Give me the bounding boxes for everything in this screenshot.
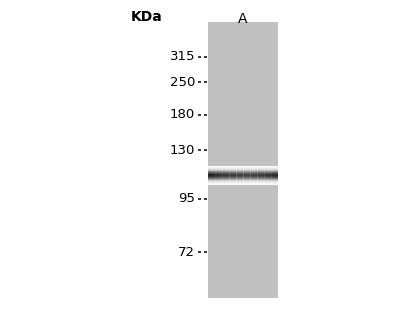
Bar [208,166,212,184]
Bar [274,166,278,184]
Bar [208,22,278,298]
Bar [208,181,278,182]
Bar [208,168,278,169]
Bar [218,166,222,184]
Bar [208,171,278,172]
Bar [208,183,278,184]
Bar [208,177,278,178]
Bar [208,183,278,184]
Bar [271,166,275,184]
Bar [208,175,278,176]
Bar [208,167,278,168]
Bar [208,180,278,181]
Bar [208,179,278,180]
Bar [208,169,278,170]
Bar [208,174,278,175]
Bar [208,180,278,181]
Bar [208,175,278,176]
Bar [268,166,272,184]
Bar [208,181,278,182]
Bar [208,178,278,179]
Bar [208,173,278,174]
Bar [208,178,278,179]
Text: 180: 180 [170,109,195,121]
Bar [215,166,219,184]
Bar [208,166,278,167]
Bar [260,166,264,184]
Text: KDa: KDa [130,10,162,24]
Bar [246,166,250,184]
Bar [257,166,261,184]
Bar [254,166,258,184]
Bar [208,172,278,173]
Bar [208,170,278,171]
Text: 72: 72 [178,246,195,259]
Bar [208,170,278,171]
Bar [229,166,233,184]
Text: 315: 315 [170,51,195,64]
Bar [208,176,278,177]
Bar [208,173,278,174]
Bar [250,166,254,184]
Text: 130: 130 [170,144,195,157]
Bar [208,168,278,169]
Bar [208,174,278,175]
Bar [208,176,278,177]
Bar [236,166,240,184]
Bar [208,167,278,168]
Bar [208,174,278,175]
Bar [208,170,278,172]
Bar [208,182,278,183]
Bar [232,166,236,184]
Bar [243,166,247,184]
Bar [208,171,278,172]
Text: 250: 250 [170,76,195,89]
Bar [212,166,216,184]
Bar [226,166,230,184]
Bar [240,166,244,184]
Text: 95: 95 [178,193,195,206]
Bar [222,166,226,184]
Bar [208,166,278,168]
Bar [208,179,278,180]
Bar [208,169,278,170]
Bar [208,177,278,178]
Bar [208,172,278,173]
Text: A: A [238,12,248,26]
Bar [208,178,278,179]
Bar [208,182,278,183]
Bar [264,166,268,184]
